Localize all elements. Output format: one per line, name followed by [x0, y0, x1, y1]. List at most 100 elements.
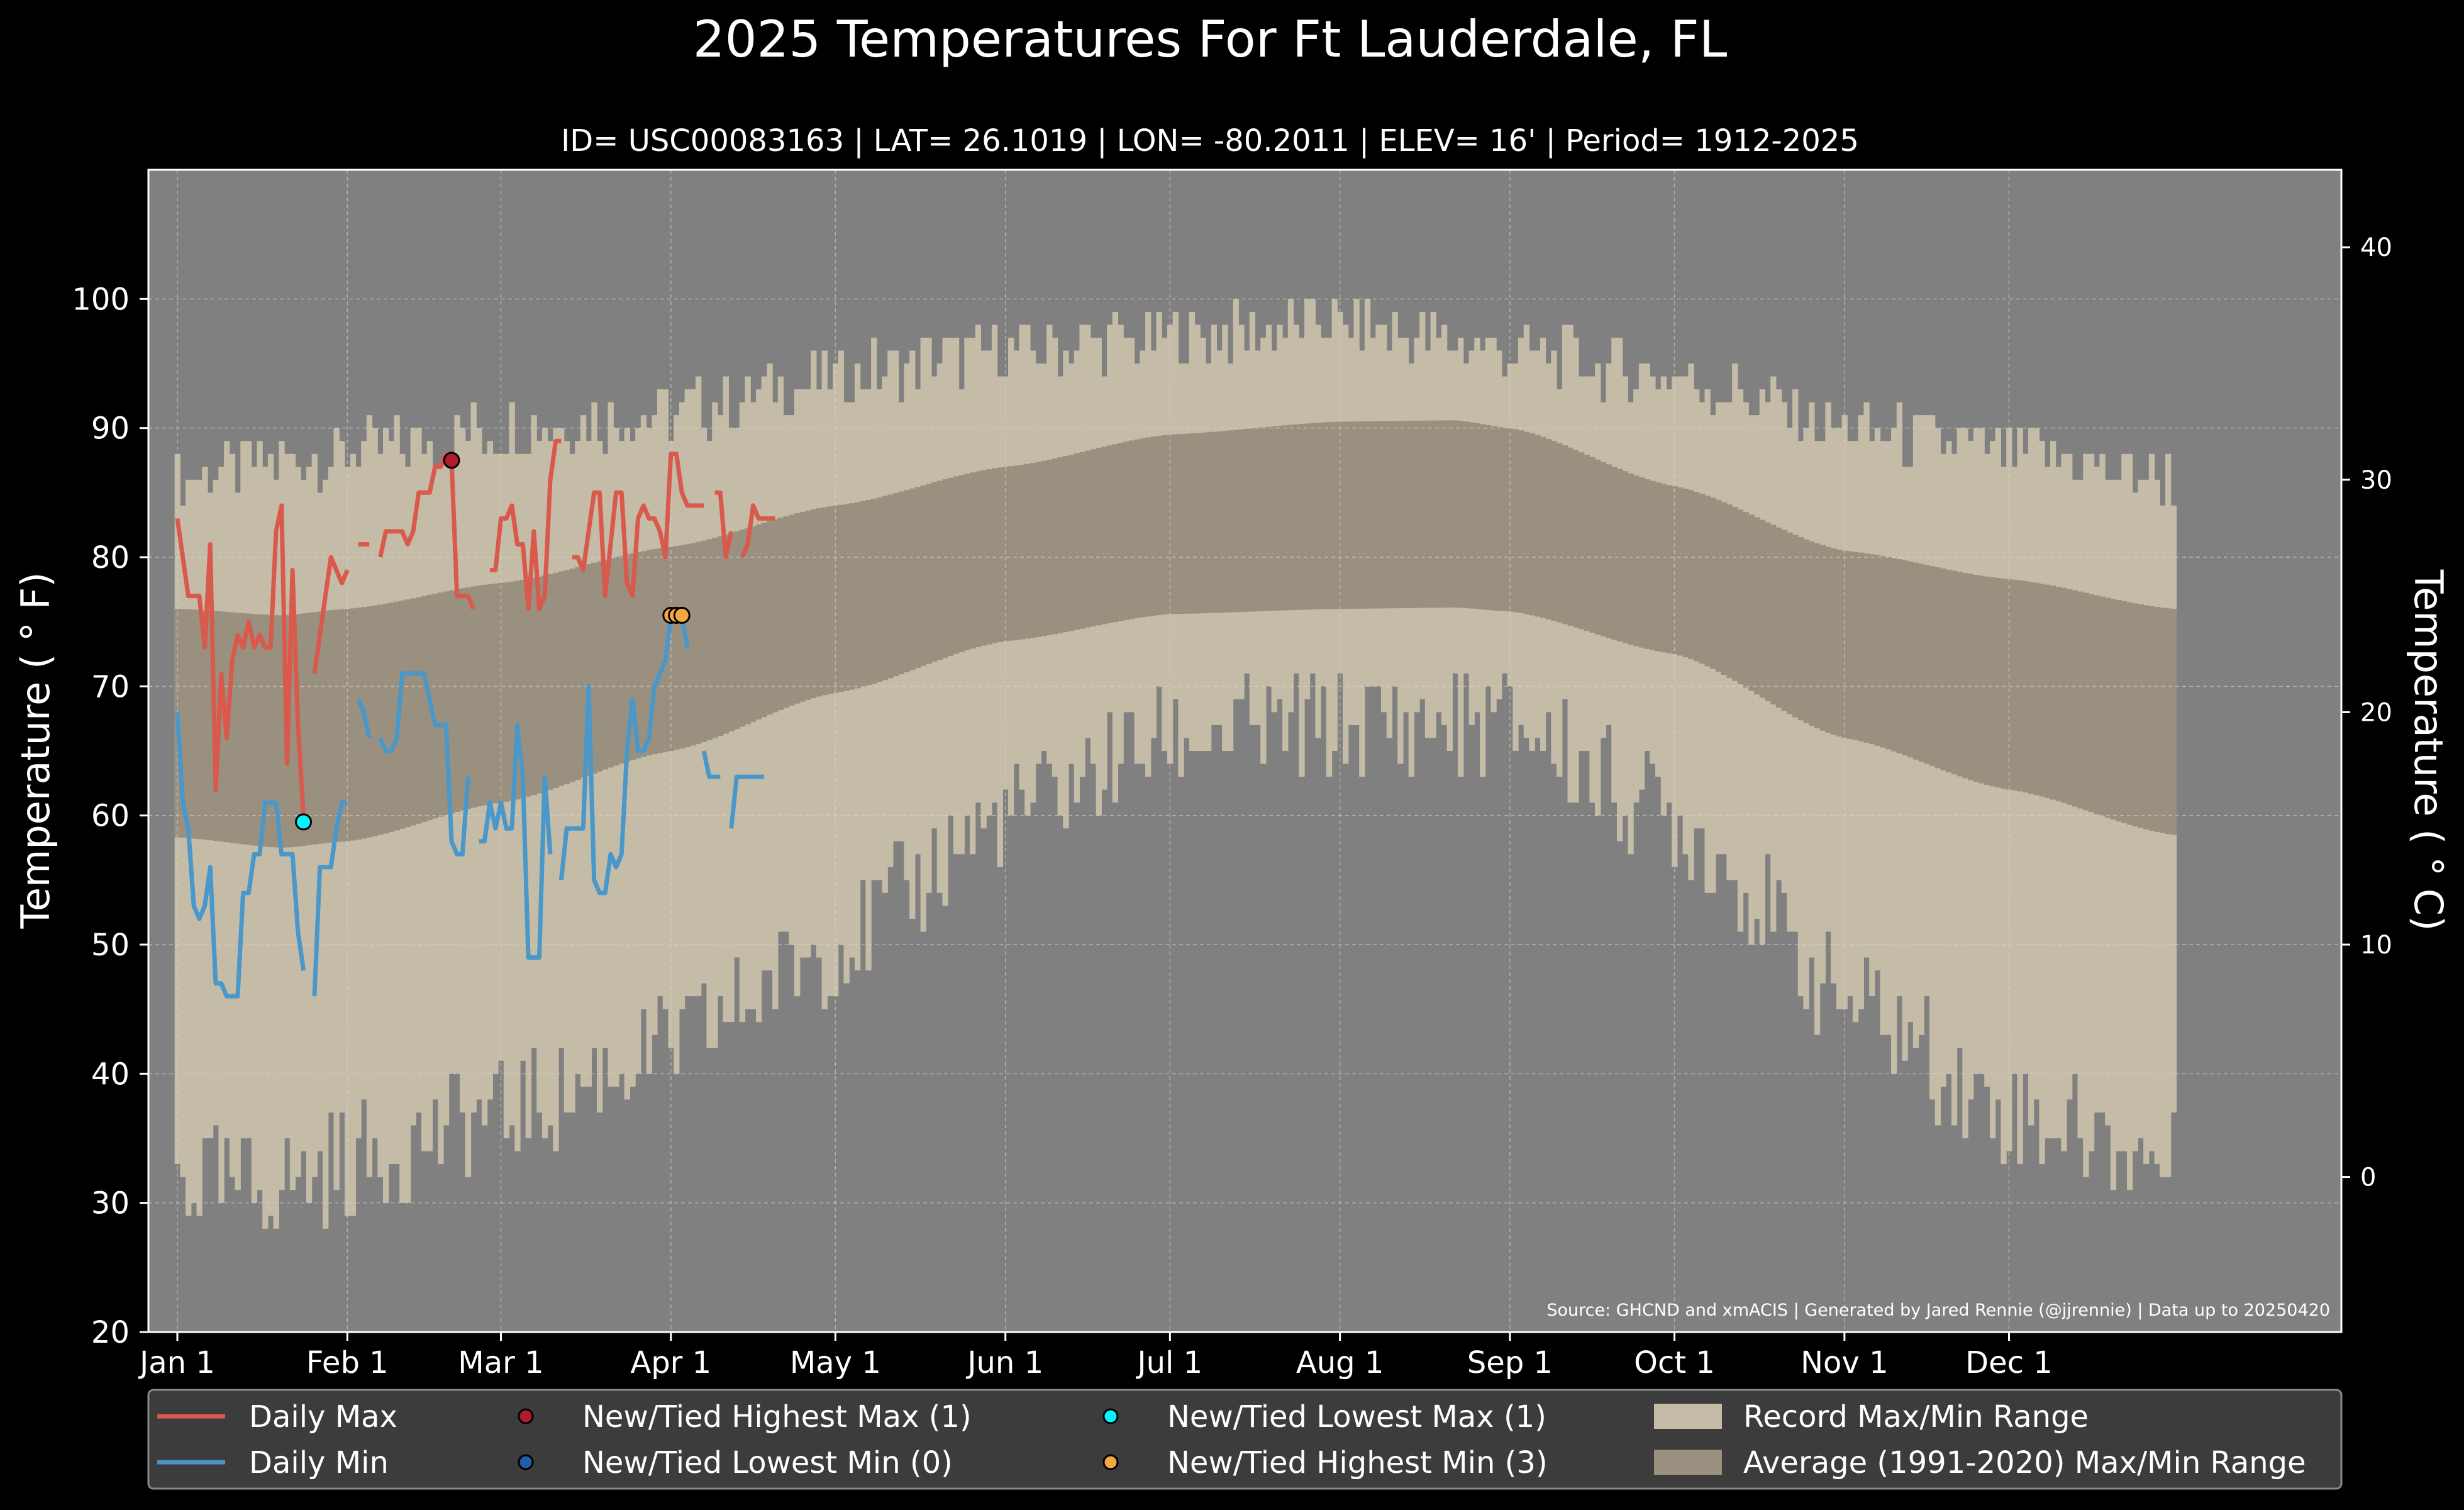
legend-label: Daily Min	[249, 1445, 389, 1480]
average-range-bar	[1079, 452, 1085, 629]
average-range-bar	[328, 610, 335, 843]
average-range-bar	[1463, 421, 1470, 609]
average-range-bar	[1337, 421, 1343, 609]
average-range-bar	[1024, 464, 1031, 639]
average-range-bar	[443, 591, 450, 816]
average-range-bar	[388, 602, 395, 832]
record-range-bar	[706, 441, 713, 1048]
y2-tick-label: 20	[2360, 698, 2392, 727]
average-range-bar	[755, 524, 762, 719]
average-range-bar	[1995, 578, 2001, 788]
y-tick-label: 100	[72, 282, 130, 317]
average-range-bar	[1140, 438, 1146, 618]
average-range-bar	[1162, 435, 1168, 615]
average-range-bar	[1392, 421, 1398, 609]
average-range-bar	[218, 611, 225, 842]
average-range-bar	[1924, 565, 1930, 764]
average-range-bar	[520, 580, 526, 798]
average-range-bar	[2132, 603, 2138, 827]
average-range-bar	[696, 541, 702, 744]
average-range-bar	[1107, 445, 1113, 623]
average-range-bar	[1946, 569, 1952, 773]
average-range-bar	[229, 612, 236, 843]
average-range-bar	[1573, 450, 1579, 628]
average-range-bar	[1650, 480, 1656, 650]
series-line	[356, 698, 372, 739]
average-range-bar	[2072, 590, 2078, 807]
average-range-bar	[323, 611, 329, 843]
legend-label: Average (1991-2020) Max/Min Range	[1743, 1445, 2306, 1480]
average-range-bar	[1287, 425, 1294, 611]
average-range-bar	[1353, 421, 1360, 609]
average-range-bar	[1265, 426, 1272, 611]
average-range-bar	[1754, 517, 1760, 695]
average-range-bar	[975, 471, 982, 647]
average-range-bar	[602, 560, 609, 770]
average-range-bar	[865, 499, 872, 686]
record-range-bar	[273, 479, 279, 1229]
average-range-bar	[1973, 575, 1980, 782]
average-range-bar	[1660, 484, 1667, 653]
average-range-bar	[1545, 438, 1551, 619]
average-range-bar	[1540, 436, 1546, 618]
average-range-bar	[898, 491, 904, 675]
average-range-bar	[1600, 462, 1607, 636]
average-range-bar	[1013, 465, 1020, 640]
legend-label: Daily Max	[249, 1399, 397, 1435]
average-range-bar	[2033, 582, 2040, 796]
record-range-bar	[2045, 467, 2051, 1139]
record-marker	[295, 813, 313, 831]
plot-frame	[147, 169, 2343, 1333]
average-range-bar	[492, 583, 499, 804]
series-line	[490, 438, 562, 611]
average-range-bar	[1172, 434, 1179, 614]
average-range-bar	[827, 506, 833, 694]
average-range-bar	[1770, 525, 1777, 705]
average-range-bar	[350, 608, 356, 841]
average-range-bar	[377, 604, 384, 835]
average-range-bar	[640, 551, 647, 757]
series-line	[740, 503, 775, 558]
average-range-bar	[1803, 539, 1809, 723]
record-range-bar	[2110, 479, 2117, 1191]
average-range-bar	[1584, 455, 1590, 631]
average-range-bar	[2165, 608, 2172, 835]
average-range-bar	[2017, 580, 2023, 792]
average-range-bar	[1441, 420, 1448, 608]
x-tick-label: Feb 1	[306, 1345, 389, 1380]
average-range-bar	[1721, 502, 1727, 675]
y-tick-label: 80	[91, 540, 130, 575]
average-range-bar	[794, 513, 801, 704]
average-range-bar	[1912, 562, 1919, 760]
record-range-bar	[569, 453, 575, 1113]
x-tick-label: May 1	[790, 1345, 881, 1380]
average-range-bar	[876, 497, 883, 682]
record-range-bar	[597, 441, 603, 1113]
average-range-bar	[914, 487, 921, 669]
average-range-bar	[1359, 421, 1365, 609]
average-range-bar	[1035, 462, 1041, 637]
average-range-bar	[1057, 457, 1063, 633]
average-range-bar	[1249, 428, 1256, 612]
average-range-bar	[1496, 426, 1502, 611]
average-range-bar	[1321, 422, 1327, 609]
average-range-bar	[1211, 431, 1218, 613]
average-range-bar	[2011, 579, 2018, 791]
x-tick-label: Mar 1	[458, 1345, 543, 1380]
y-tick-label: 60	[91, 799, 130, 834]
average-range-bar	[531, 577, 537, 796]
average-range-bar	[1589, 457, 1595, 633]
x-tick-label: Apr 1	[630, 1345, 711, 1380]
average-range-bar	[1293, 424, 1299, 610]
record-range-bar	[2039, 441, 2045, 1165]
average-range-bar	[646, 550, 652, 756]
average-range-bar	[1145, 437, 1152, 617]
average-range-bar	[1956, 572, 1963, 777]
average-range-bar	[207, 610, 214, 841]
average-range-bar	[421, 596, 428, 822]
series-line	[378, 671, 470, 857]
average-range-bar	[416, 597, 422, 824]
average-range-bar	[1474, 423, 1480, 609]
average-range-bar	[191, 609, 197, 839]
average-range-bar	[613, 557, 619, 766]
